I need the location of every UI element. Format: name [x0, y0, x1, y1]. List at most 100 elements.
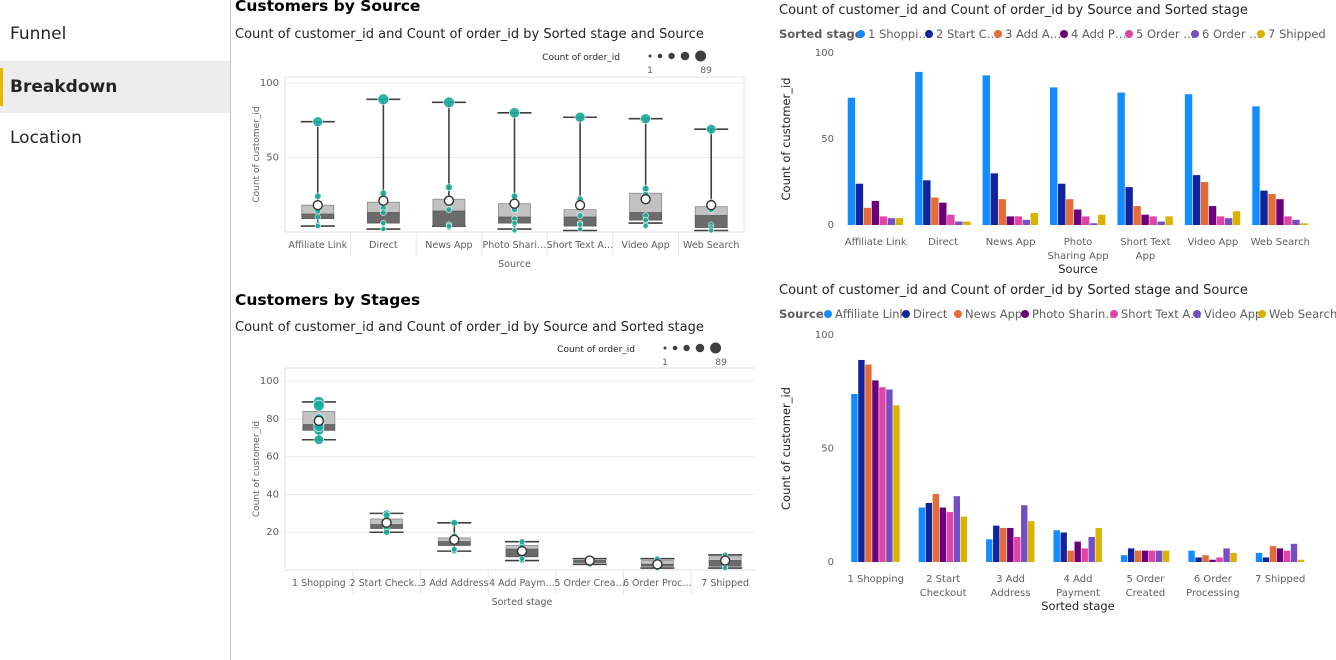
box-3 [497, 107, 532, 234]
bar [879, 387, 886, 562]
size-legend-max: 89 [700, 66, 712, 76]
nav-item-funnel[interactable]: Funnel [10, 24, 67, 44]
size-legend-min: 1 [647, 66, 653, 76]
bar [1284, 216, 1292, 225]
bar [1276, 199, 1284, 225]
y-tick-label: 100 [815, 330, 834, 341]
x-tick-label: 4 Add Paym… [489, 578, 555, 589]
x-tick-label: Sharing App [1047, 251, 1108, 262]
box-3 [505, 538, 539, 564]
bar-group-2 [982, 75, 1038, 225]
data-point [708, 227, 715, 234]
x-tick-label: 2 Start [926, 574, 960, 585]
legend-item: 6 Order … [1202, 27, 1261, 41]
box-4 [563, 111, 598, 232]
bar [1216, 557, 1223, 562]
bar [893, 405, 900, 562]
legend-marker [925, 30, 933, 38]
data-point [314, 213, 321, 221]
bar [1195, 557, 1202, 562]
bar [1014, 216, 1022, 225]
bar [1060, 532, 1067, 562]
bar [982, 75, 990, 225]
bar [1127, 548, 1135, 562]
bar [1192, 175, 1201, 225]
bar-chart-by-source[interactable]: Count of customer_id and Count of order_… [770, 0, 1336, 280]
bar [1120, 555, 1128, 562]
y-tick-label: 50 [266, 152, 279, 163]
y-axis-title: Count of customer_id [252, 421, 262, 517]
box-1 [369, 509, 404, 536]
size-legend-min: 1 [662, 358, 668, 368]
x-tick-label: 3 Add [996, 574, 1025, 585]
data-point [445, 223, 452, 229]
box-stage-subtitle: Count of customer_id and Count of order_… [235, 320, 704, 335]
x-tick-label: 1 Shopping [847, 574, 904, 585]
bar [1262, 557, 1270, 562]
bar [939, 202, 947, 225]
legend-marker [1125, 30, 1133, 38]
x-tick-label: Processing [1186, 588, 1239, 599]
bar [946, 512, 954, 562]
bar [1209, 559, 1216, 562]
legend-item: Photo Sharin… [1032, 307, 1117, 321]
y-tick-label: 0 [828, 557, 834, 568]
x-axis-title: Source [498, 259, 531, 270]
bar-chart-by-stage[interactable]: Count of customer_id and Count of order_… [770, 280, 1336, 620]
bar-group-6 [1252, 106, 1308, 225]
data-point [377, 93, 390, 106]
section-title-stages: Customers by Stages [235, 291, 421, 309]
x-tick-label: 7 Shipped [701, 578, 749, 589]
legend-item: 5 Order … [1136, 27, 1195, 41]
y-tick-label: 100 [260, 78, 279, 89]
bar [1268, 194, 1276, 225]
box-plot-by-stage[interactable]: Count of order_id 1 89 20 40 60 80 100 Count of … [235, 338, 755, 610]
y-tick-label: 80 [266, 414, 279, 425]
x-tick-label: Short Text [1120, 237, 1170, 248]
data-point [380, 209, 387, 216]
bar-group-1 [915, 71, 971, 225]
legend-item: Direct [913, 307, 948, 321]
bar [993, 525, 1000, 562]
data-point [509, 107, 520, 119]
bar [1184, 94, 1193, 225]
data-point [577, 221, 584, 228]
nav-item-location[interactable]: Location [10, 128, 82, 148]
size-legend-max: 89 [715, 358, 727, 368]
data-point [312, 116, 324, 128]
bar [931, 197, 939, 225]
data-point [383, 528, 391, 536]
bar [1141, 550, 1149, 562]
bar [1148, 550, 1156, 562]
bar [1006, 216, 1014, 225]
data-point [642, 223, 649, 229]
bar [1125, 187, 1133, 225]
y-axis-title: Count of customer_id [779, 387, 793, 510]
bar [1050, 87, 1058, 226]
bar [1276, 548, 1284, 562]
box-0 [301, 396, 336, 445]
x-tick-label: 7 Shipped [1255, 574, 1305, 585]
data-point [313, 400, 325, 412]
bar [963, 221, 971, 225]
data-point [518, 555, 526, 562]
bar [1283, 550, 1291, 562]
x-tick-label: 6 Order Proc… [623, 578, 692, 589]
section-title-source: Customers by Source [235, 0, 421, 15]
x-tick-label: Checkout [920, 588, 967, 599]
bar [960, 516, 968, 562]
data-point [576, 212, 584, 219]
legend-item: Short Text A… [1121, 307, 1202, 321]
mean-marker [509, 198, 520, 209]
chart-title: Count of customer_id and Count of order_… [779, 283, 1248, 298]
box-plot-by-source[interactable]: Count of order_id 1 89 50 100 Count of custom… [235, 45, 755, 275]
size-legend-dot [680, 51, 690, 61]
bar [1260, 190, 1268, 225]
bar [847, 97, 856, 225]
bar [1082, 216, 1090, 225]
bar-group-6 [1255, 543, 1305, 562]
bar [1232, 211, 1241, 225]
nav-item-breakdown[interactable]: Breakdown [0, 61, 230, 113]
data-point [445, 206, 453, 213]
box-5 [640, 555, 675, 571]
